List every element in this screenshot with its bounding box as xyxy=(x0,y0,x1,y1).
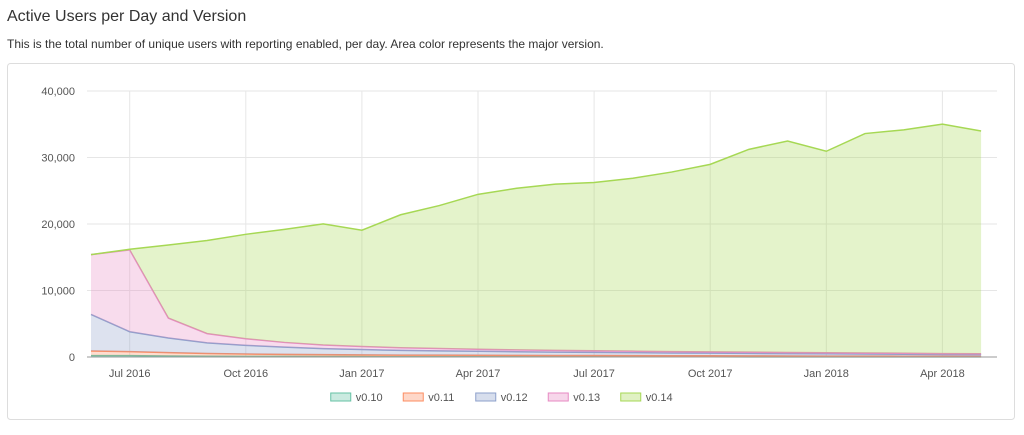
area-line xyxy=(90,249,982,355)
chart-frame xyxy=(7,63,1015,420)
legend-label: v0.13 xyxy=(573,392,600,404)
x-tick-label: Oct 2016 xyxy=(223,368,268,380)
x-tick-label: Jul 2016 xyxy=(109,368,151,380)
y-tick-label: 40,000 xyxy=(41,86,75,98)
area xyxy=(91,314,982,357)
area-line xyxy=(90,313,982,356)
legend-label: v0.14 xyxy=(646,392,673,404)
y-tick-label: 0 xyxy=(69,352,75,364)
x-tick-label: Apr 2017 xyxy=(456,368,501,380)
y-tick-label: 20,000 xyxy=(41,219,75,231)
legend-swatch xyxy=(547,392,569,402)
y-tick-label: 30,000 xyxy=(41,153,75,165)
legend-swatch xyxy=(402,392,424,402)
legend-swatch xyxy=(475,392,497,402)
legend-label: v0.10 xyxy=(356,392,383,404)
x-tick-label: Apr 2018 xyxy=(920,368,965,380)
chart-subtitle: This is the total number of unique users… xyxy=(7,37,604,51)
x-tick-label: Jan 2017 xyxy=(339,368,384,380)
legend-label: v0.12 xyxy=(501,392,528,404)
legend-swatch xyxy=(330,392,352,402)
area xyxy=(91,351,982,357)
chart-title: Active Users per Day and Version xyxy=(7,8,246,25)
x-tick-label: Jul 2017 xyxy=(573,368,615,380)
y-tick-label: 10,000 xyxy=(41,286,75,298)
x-tick-label: Oct 2017 xyxy=(688,368,733,380)
legend-swatch xyxy=(620,392,642,402)
area-line xyxy=(90,123,982,256)
legend-label: v0.11 xyxy=(428,392,454,404)
x-tick-label: Jan 2018 xyxy=(804,368,849,380)
area xyxy=(91,124,982,354)
area-line xyxy=(90,350,982,358)
